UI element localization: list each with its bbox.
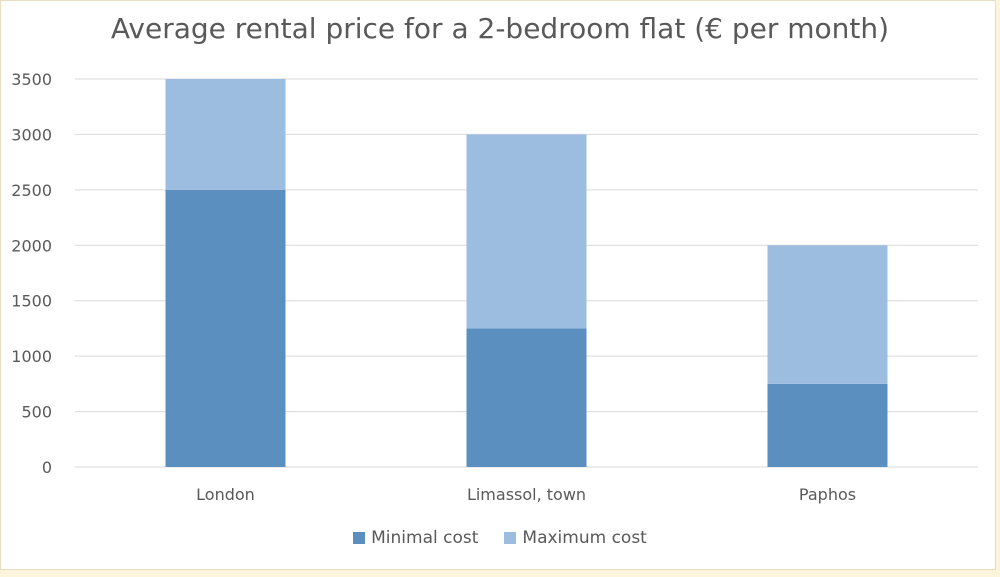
- x-tick-label: Limassol, town: [467, 485, 586, 504]
- bar-minimal-cost: [767, 383, 888, 467]
- x-tick-label: Paphos: [799, 485, 856, 504]
- x-tick-label: London: [196, 485, 255, 504]
- legend-label-maximum-cost: Maximum cost: [522, 528, 647, 548]
- y-tick-label: 0: [42, 458, 52, 477]
- legend-item-minimal-cost: Minimal cost: [353, 528, 478, 548]
- legend: Minimal cost Maximum cost: [0, 528, 1000, 548]
- y-axis: 0 500 1000 1500 2000 2500 3000 3500: [11, 70, 52, 477]
- y-tick-label: 2500: [11, 181, 52, 200]
- bar-maximum-cost: [767, 245, 888, 384]
- y-tick-label: 2000: [11, 236, 52, 255]
- y-tick-label: 1000: [11, 347, 52, 366]
- x-axis: London Limassol, town Paphos: [196, 485, 856, 504]
- legend-label-minimal-cost: Minimal cost: [371, 528, 479, 548]
- legend-swatch-maximum-cost: [504, 532, 517, 544]
- y-tick-label: 3000: [11, 125, 52, 144]
- legend-swatch-minimal-cost: [353, 532, 366, 544]
- y-tick-label: 3500: [11, 70, 52, 89]
- chart-title: Average rental price for a 2-bedroom fla…: [110, 12, 890, 45]
- y-tick-label: 1500: [11, 292, 52, 311]
- bar-maximum-cost: [165, 79, 286, 190]
- bar-maximum-cost: [466, 134, 587, 329]
- bar-minimal-cost: [165, 189, 286, 467]
- bar-minimal-cost: [466, 328, 587, 467]
- legend-item-maximum-cost: Maximum cost: [504, 528, 647, 548]
- y-tick-label: 500: [21, 403, 52, 422]
- bars: [165, 79, 888, 467]
